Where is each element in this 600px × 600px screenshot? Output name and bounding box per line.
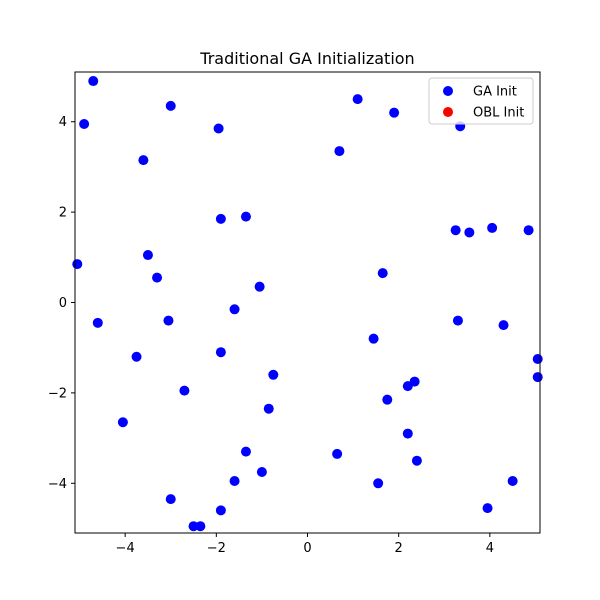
- data-point: [215, 505, 226, 516]
- data-point: [195, 521, 206, 532]
- data-point: [268, 369, 279, 380]
- data-point: [450, 225, 461, 236]
- data-point: [188, 521, 199, 532]
- data-point: [254, 281, 265, 292]
- data-point: [256, 466, 267, 477]
- data-point: [138, 155, 149, 166]
- data-point: [179, 385, 190, 396]
- data-point: [152, 272, 163, 283]
- data-point: [213, 123, 224, 134]
- legend-box: [428, 77, 534, 125]
- data-point: [487, 222, 498, 233]
- axes: −4 −2 0 2 4 −4 −2 0 2 4: [48, 115, 494, 556]
- data-point: [263, 403, 274, 414]
- data-point: [72, 259, 83, 270]
- x-tick-label: 4: [486, 541, 494, 556]
- data-point: [229, 476, 240, 487]
- data-point: [402, 428, 413, 439]
- chart-title: Traditional GA Initialization: [199, 49, 414, 68]
- data-point: [523, 225, 534, 236]
- data-point: [165, 100, 176, 111]
- data-point: [92, 317, 103, 328]
- y-tick-label: −2: [48, 386, 67, 401]
- y-tick-label: 2: [59, 206, 67, 221]
- legend-label: GA Init: [473, 85, 517, 100]
- data-point: [165, 494, 176, 505]
- data-point: [382, 394, 393, 405]
- x-tick-label: −4: [116, 541, 135, 556]
- data-point: [482, 503, 493, 514]
- legend-marker: [443, 86, 453, 96]
- data-point: [163, 315, 174, 326]
- data-point: [389, 107, 400, 118]
- x-tick-label: 2: [395, 541, 403, 556]
- y-tick-label: 0: [59, 296, 67, 311]
- data-point: [532, 372, 543, 383]
- data-point: [240, 211, 251, 222]
- x-tick-label: −2: [207, 541, 226, 556]
- data-point: [368, 333, 379, 344]
- data-point: [352, 94, 363, 105]
- data-point: [498, 320, 509, 331]
- y-tick-label: −4: [48, 477, 67, 492]
- data-point: [131, 351, 142, 362]
- data-point: [332, 448, 343, 459]
- data-point: [507, 476, 518, 487]
- data-point: [452, 315, 463, 326]
- data-point: [117, 417, 128, 428]
- data-point: [240, 446, 251, 457]
- data-point: [377, 268, 388, 279]
- data-point: [532, 354, 543, 364]
- data-point: [79, 118, 90, 129]
- data-point: [88, 76, 99, 87]
- data-point: [464, 227, 475, 238]
- y-tick-label: 4: [59, 115, 67, 130]
- data-point: [142, 250, 153, 261]
- data-point: [215, 213, 226, 224]
- x-tick-label: 0: [303, 541, 311, 556]
- legend-label: OBL Init: [473, 106, 524, 121]
- data-point: [229, 304, 240, 315]
- plot-area: [72, 76, 543, 532]
- legend: GA Init OBL Init: [428, 77, 534, 125]
- data-point: [215, 347, 226, 358]
- data-point: [334, 146, 345, 157]
- data-point: [409, 376, 420, 387]
- data-point: [411, 455, 422, 466]
- data-point: [373, 478, 384, 489]
- legend-marker: [443, 107, 453, 117]
